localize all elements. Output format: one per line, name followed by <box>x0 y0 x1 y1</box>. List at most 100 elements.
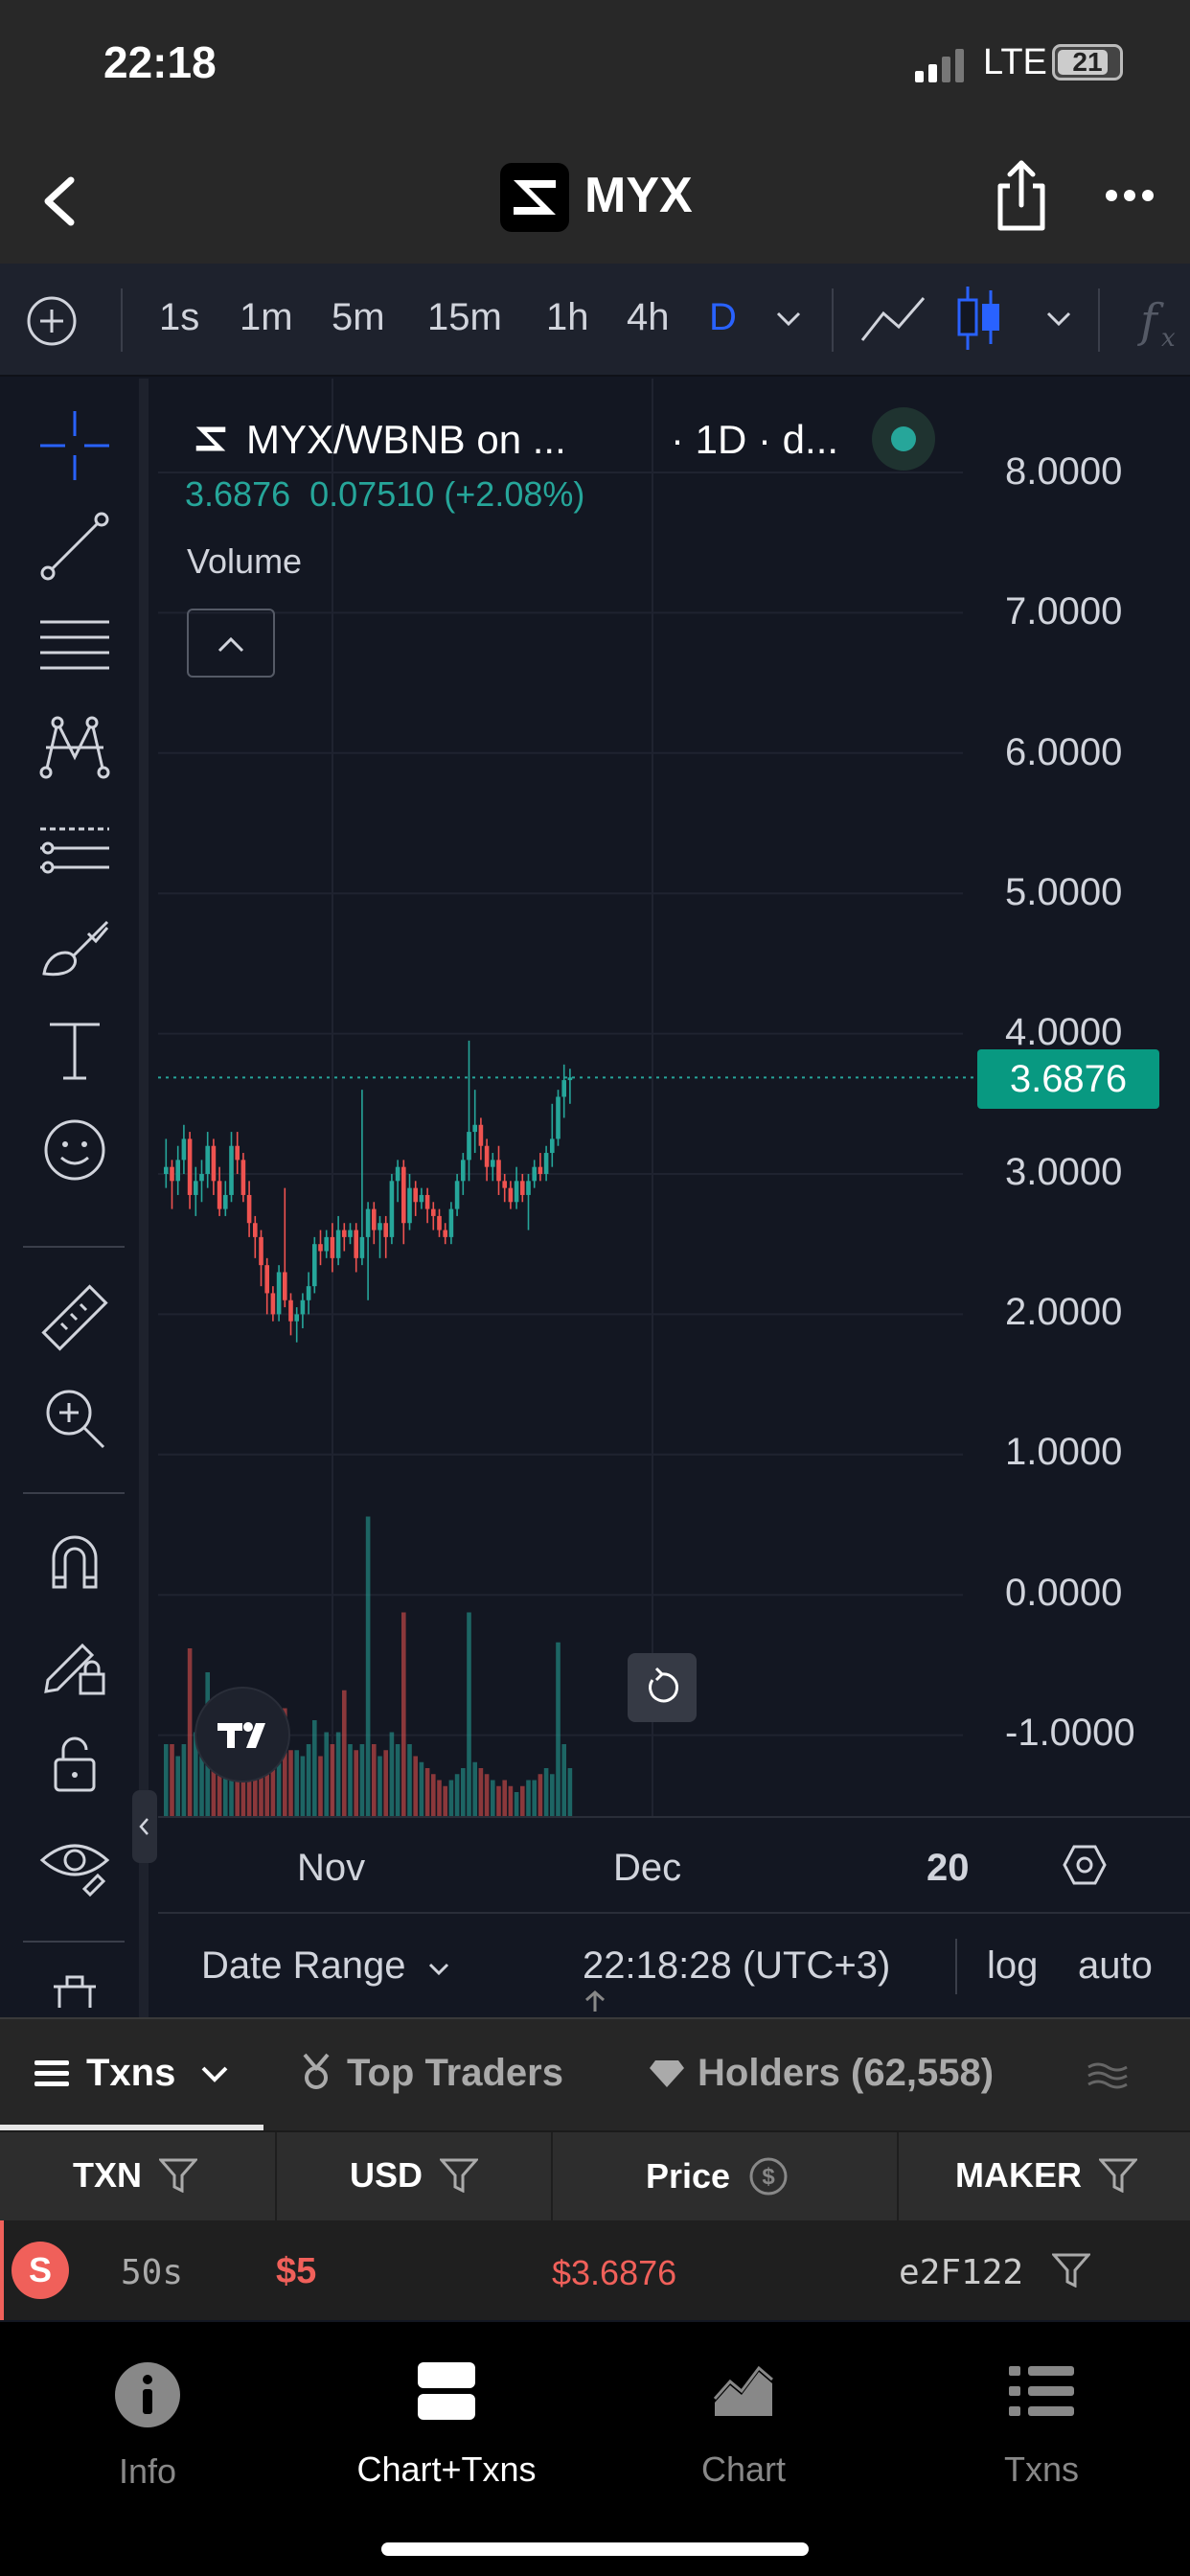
nav-info[interactable]: Info <box>42 2360 253 2492</box>
candle-body <box>532 1166 537 1182</box>
status-bar: 22:18 LTE 21 <box>0 0 1190 134</box>
collapse-legend-button[interactable] <box>187 609 275 678</box>
volume-bar <box>538 1774 543 1816</box>
tab-txns[interactable]: Txns <box>34 2052 232 2095</box>
filter-icon[interactable] <box>1097 2158 1139 2194</box>
time-axis[interactable]: Nov Dec 20 <box>158 1816 1190 1912</box>
volume-bar <box>223 1756 228 1816</box>
table-row[interactable]: S 50s $5 $3.6876 e2F122 <box>0 2220 1190 2320</box>
txn-price: $3.6876 <box>552 2253 677 2292</box>
filter-icon[interactable] <box>157 2158 199 2194</box>
column-txn[interactable]: TXN <box>73 2155 199 2196</box>
tab-holders-label: Holders (62,558) <box>698 2052 995 2094</box>
price-chart[interactable]: MYX/WBNB on ... · 1D · d... 3.6876 0.075… <box>158 379 1190 1912</box>
trend-line-icon[interactable] <box>36 508 113 585</box>
text-tool-icon[interactable] <box>36 1011 113 1088</box>
chart-clock[interactable]: 22:18:28 (UTC+3) <box>583 1944 891 1987</box>
bottom-navigation: Info Chart+Txns Chart Txns <box>0 2322 1190 2576</box>
candle-body <box>448 1208 454 1237</box>
token-logo-icon <box>500 163 569 232</box>
txn-maker[interactable]: e2F122 <box>899 2253 1024 2292</box>
volume-legend[interactable]: Volume <box>187 541 303 581</box>
candle-body <box>395 1166 400 1182</box>
more-horizontal-icon[interactable] <box>1104 188 1156 203</box>
interval-15m[interactable]: 15m <box>427 296 502 338</box>
fib-retracement-icon[interactable] <box>36 609 113 685</box>
magnet-icon[interactable] <box>36 1524 113 1600</box>
column-price[interactable]: Price $ <box>646 2155 790 2197</box>
interval-1m[interactable]: 1m <box>240 296 293 338</box>
candle-body <box>567 1077 573 1081</box>
candle-body <box>378 1223 382 1230</box>
candle-body <box>283 1272 287 1300</box>
candle-body <box>550 1138 555 1154</box>
volume-bar <box>395 1744 400 1816</box>
brush-icon[interactable] <box>36 910 113 987</box>
date-range-button[interactable]: Date Range <box>201 1944 451 1988</box>
chart-legend[interactable]: MYX/WBNB on ... · 1D · d... <box>187 407 886 474</box>
chevron-down-icon[interactable] <box>774 310 803 329</box>
collapse-toolbar-button[interactable] <box>132 1790 157 1863</box>
filter-icon[interactable] <box>438 2158 480 2194</box>
volume-bar <box>199 1744 204 1816</box>
nav-txns[interactable]: Txns <box>936 2360 1147 2490</box>
volume-bar <box>342 1690 347 1816</box>
app-header: MYX <box>0 134 1190 264</box>
liquidity-icon[interactable] <box>1087 2061 1129 2090</box>
txn-usd: $5 <box>276 2251 317 2291</box>
volume-bar <box>461 1768 466 1816</box>
unlock-icon[interactable] <box>36 1725 113 1802</box>
candle-body <box>419 1194 424 1203</box>
y-tick: 6.0000 <box>1005 731 1123 773</box>
ruler-icon[interactable] <box>36 1279 113 1356</box>
indicators-icon[interactable]: f x <box>1136 292 1190 352</box>
candle-body <box>491 1160 495 1167</box>
volume-bar <box>283 1708 287 1816</box>
tab-top-traders[interactable]: Top Traders <box>297 2052 563 2095</box>
zoom-in-icon[interactable] <box>36 1380 113 1457</box>
volume-bar <box>567 1768 573 1816</box>
add-indicator-icon[interactable] <box>25 294 79 348</box>
volume-bar <box>330 1744 335 1816</box>
emoji-icon[interactable] <box>36 1112 113 1188</box>
auto-scale-button[interactable]: auto <box>1078 1944 1153 1987</box>
candle-body <box>424 1194 430 1209</box>
eye-icon[interactable] <box>36 1826 113 1902</box>
interval-1h[interactable]: 1h <box>546 296 589 338</box>
candle-body <box>324 1236 329 1252</box>
crosshair-icon[interactable] <box>36 407 113 484</box>
chart-settings-icon[interactable] <box>1061 1841 1109 1889</box>
nav-chart-txns[interactable]: Chart+Txns <box>341 2360 552 2490</box>
chevron-left-icon[interactable] <box>36 172 84 230</box>
filter-icon[interactable] <box>1052 2253 1090 2288</box>
currency-toggle-icon[interactable]: $ <box>747 2155 790 2197</box>
tradingview-logo-icon[interactable] <box>195 1687 290 1782</box>
interval-1s[interactable]: 1s <box>159 296 200 338</box>
forecast-icon[interactable] <box>36 810 113 886</box>
share-icon[interactable] <box>993 159 1050 232</box>
list-icon <box>1009 2366 1074 2416</box>
line-chart-icon[interactable] <box>858 290 927 348</box>
column-usd[interactable]: USD <box>350 2155 480 2196</box>
volume-bar <box>276 1744 282 1816</box>
tab-holders[interactable]: Holders (62,558) <box>648 2052 994 2095</box>
nav-chart[interactable]: Chart <box>638 2360 849 2490</box>
candles-icon[interactable] <box>954 285 1004 352</box>
trash-icon[interactable] <box>36 1969 113 2008</box>
volume-bar <box>253 1756 258 1816</box>
log-scale-button[interactable]: log <box>987 1944 1039 1987</box>
reset-chart-button[interactable] <box>628 1653 697 1722</box>
candlestick-chart[interactable] <box>158 379 1190 1816</box>
date-range-label: Date Range <box>201 1944 406 1987</box>
interval-d[interactable]: D <box>709 296 737 338</box>
candle-body <box>543 1153 549 1174</box>
interval-4h[interactable]: 4h <box>627 296 670 338</box>
column-maker[interactable]: MAKER <box>955 2155 1139 2196</box>
interval-5m[interactable]: 5m <box>332 296 385 338</box>
txns-table-header: TXN USD Price $ MAKER <box>0 2130 1190 2222</box>
pattern-icon[interactable] <box>36 709 113 786</box>
lock-drawings-icon[interactable] <box>36 1624 113 1701</box>
volume-bar <box>211 1744 217 1816</box>
chevron-down-icon[interactable] <box>1044 310 1073 329</box>
pair-label: MYX/WBNB on ... <box>246 417 566 462</box>
